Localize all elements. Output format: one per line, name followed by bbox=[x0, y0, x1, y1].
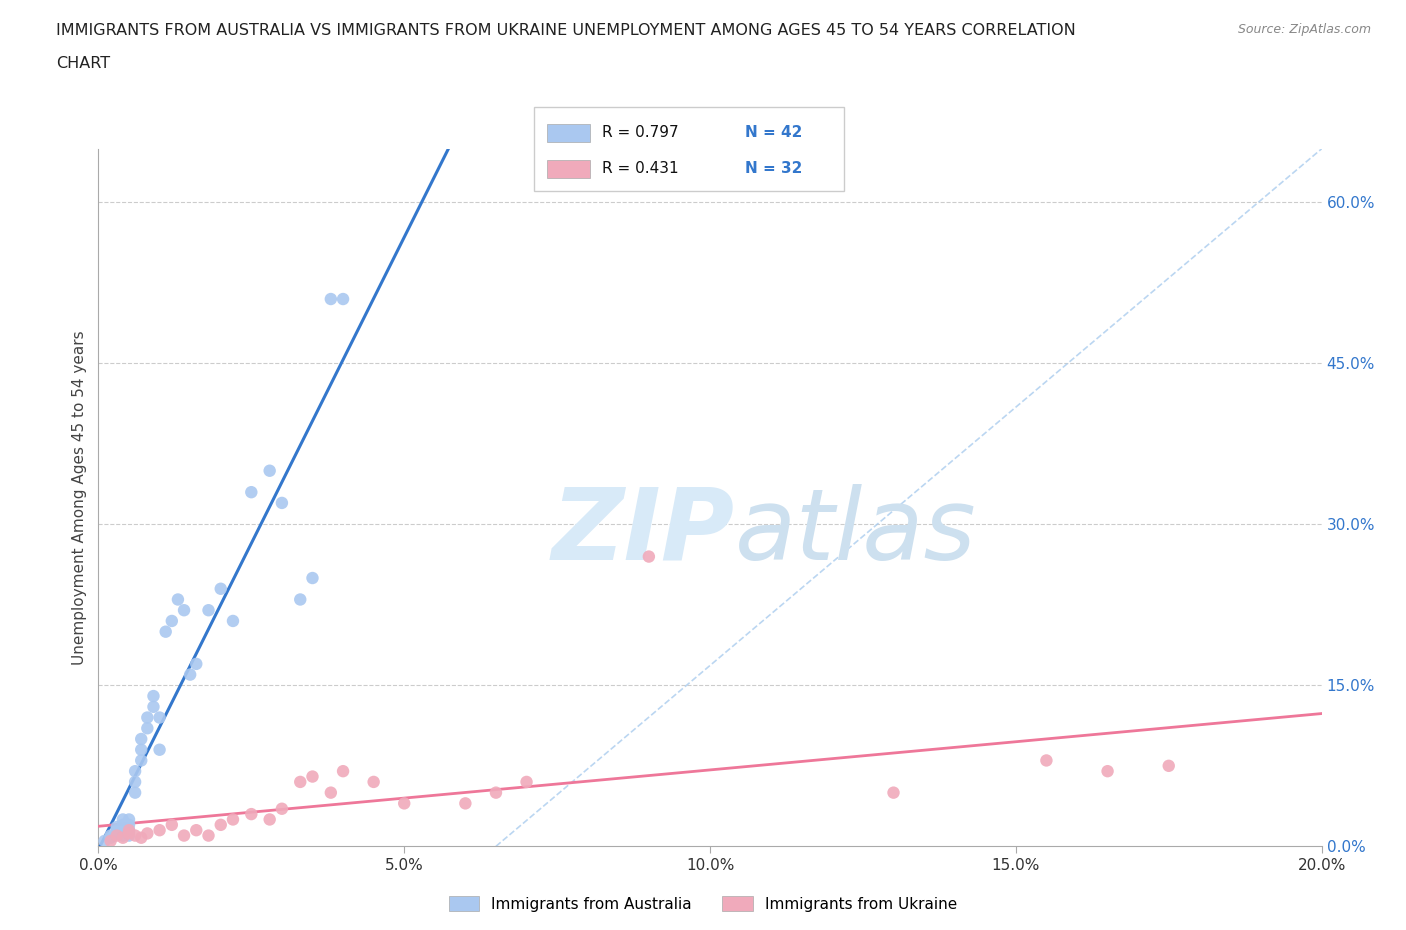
Point bbox=[118, 828, 141, 843]
Point bbox=[111, 823, 134, 838]
Point bbox=[179, 667, 201, 682]
Point bbox=[516, 775, 538, 790]
FancyBboxPatch shape bbox=[547, 124, 591, 142]
Point bbox=[124, 764, 146, 778]
Point bbox=[149, 823, 172, 838]
Point bbox=[105, 828, 128, 843]
Point bbox=[290, 592, 312, 607]
Text: R = 0.431: R = 0.431 bbox=[602, 162, 679, 177]
Point bbox=[290, 775, 312, 790]
Point bbox=[319, 292, 342, 307]
Point bbox=[136, 721, 159, 736]
Text: R = 0.797: R = 0.797 bbox=[602, 126, 679, 140]
Point bbox=[485, 785, 508, 800]
Point bbox=[142, 688, 165, 703]
Point bbox=[100, 830, 122, 845]
Point bbox=[259, 463, 281, 478]
Point bbox=[197, 828, 219, 843]
Point bbox=[301, 571, 323, 586]
Text: ZIP: ZIP bbox=[551, 484, 734, 581]
Point bbox=[149, 742, 172, 757]
Point bbox=[118, 817, 141, 832]
Text: atlas: atlas bbox=[734, 484, 976, 581]
Text: N = 32: N = 32 bbox=[745, 162, 801, 177]
Legend: Immigrants from Australia, Immigrants from Ukraine: Immigrants from Australia, Immigrants fr… bbox=[443, 889, 963, 918]
Point bbox=[149, 711, 172, 725]
Point bbox=[105, 823, 128, 838]
Point bbox=[186, 823, 208, 838]
Point bbox=[93, 833, 115, 848]
Point bbox=[118, 823, 141, 838]
Y-axis label: Unemployment Among Ages 45 to 54 years: Unemployment Among Ages 45 to 54 years bbox=[72, 330, 87, 665]
Point bbox=[209, 817, 232, 832]
Point bbox=[270, 802, 292, 817]
Point bbox=[332, 764, 354, 778]
Point bbox=[197, 603, 219, 618]
Point bbox=[129, 732, 152, 747]
Point bbox=[186, 657, 208, 671]
Point bbox=[105, 819, 128, 834]
Text: N = 42: N = 42 bbox=[745, 126, 801, 140]
Point bbox=[124, 785, 146, 800]
Point bbox=[111, 812, 134, 827]
Text: IMMIGRANTS FROM AUSTRALIA VS IMMIGRANTS FROM UKRAINE UNEMPLOYMENT AMONG AGES 45 : IMMIGRANTS FROM AUSTRALIA VS IMMIGRANTS … bbox=[56, 23, 1076, 38]
Point bbox=[173, 603, 195, 618]
Point bbox=[1157, 758, 1180, 773]
Point bbox=[111, 828, 134, 843]
Point bbox=[301, 769, 323, 784]
Point bbox=[1035, 753, 1057, 768]
Text: Source: ZipAtlas.com: Source: ZipAtlas.com bbox=[1237, 23, 1371, 36]
Point bbox=[136, 711, 159, 725]
FancyBboxPatch shape bbox=[534, 107, 844, 191]
Point bbox=[105, 826, 128, 841]
Point bbox=[111, 817, 134, 832]
Point bbox=[129, 830, 152, 845]
Point bbox=[259, 812, 281, 827]
Point bbox=[118, 812, 141, 827]
FancyBboxPatch shape bbox=[547, 160, 591, 179]
Point bbox=[222, 614, 245, 629]
Point bbox=[111, 830, 134, 845]
Point bbox=[240, 485, 263, 499]
Point bbox=[363, 775, 385, 790]
Point bbox=[209, 581, 232, 596]
Point bbox=[136, 826, 159, 841]
Point bbox=[883, 785, 905, 800]
Point bbox=[173, 828, 195, 843]
Point bbox=[160, 817, 183, 832]
Point bbox=[142, 699, 165, 714]
Point bbox=[129, 742, 152, 757]
Point bbox=[270, 496, 292, 511]
Point bbox=[392, 796, 416, 811]
Point bbox=[100, 828, 122, 843]
Point bbox=[124, 828, 146, 843]
Point bbox=[129, 753, 152, 768]
Point bbox=[454, 796, 477, 811]
Point bbox=[240, 806, 263, 821]
Point bbox=[155, 624, 177, 639]
Point bbox=[118, 823, 141, 838]
Text: CHART: CHART bbox=[56, 56, 110, 71]
Point bbox=[637, 549, 661, 564]
Point bbox=[319, 785, 342, 800]
Point bbox=[124, 775, 146, 790]
Point bbox=[167, 592, 190, 607]
Point bbox=[160, 614, 183, 629]
Point bbox=[1097, 764, 1119, 778]
Point bbox=[118, 826, 141, 841]
Point bbox=[222, 812, 245, 827]
Point bbox=[100, 833, 122, 848]
Point bbox=[332, 292, 354, 307]
